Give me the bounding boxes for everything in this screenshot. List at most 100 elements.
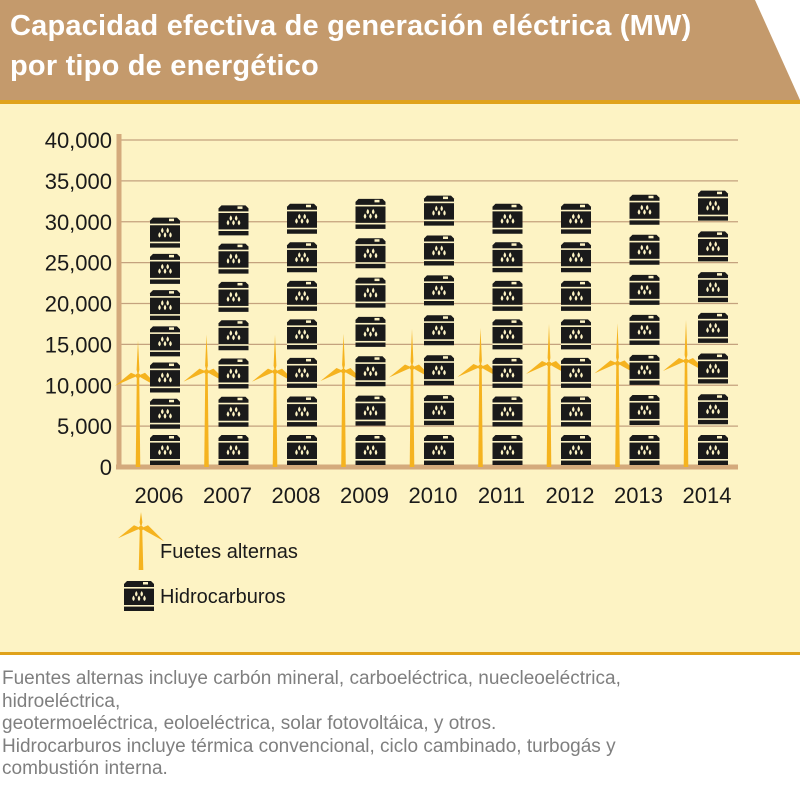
oil-barrel-icon (561, 203, 591, 234)
y-tick-labels: 0 5,000 10,000 15,000 20,000 25,000 30,000 35,0… (45, 128, 112, 480)
oil-barrel-icon (218, 243, 249, 274)
oil-barrel-icon (424, 275, 454, 306)
oil-barrel-icon (492, 280, 523, 311)
footnote-line: Fuentes alternas incluye carbón mineral,… (2, 668, 621, 689)
x-tick-label: 2011 (478, 483, 525, 508)
oil-barrel-icon (492, 435, 523, 465)
y-tick-label: 40,000 (45, 128, 112, 153)
oil-barrel-icon (287, 242, 317, 273)
wind-turbine-icon (115, 340, 161, 467)
oil-barrel-icon (698, 190, 728, 221)
x-tick-label: 2008 (272, 483, 321, 508)
title-banner (0, 0, 800, 100)
oil-barrel-icon (355, 277, 386, 308)
oil-barrel-icon (218, 396, 249, 427)
y-tick-label: 30,000 (45, 210, 112, 235)
y-tick-label: 35,000 (45, 169, 112, 194)
y-tick-label: 5,000 (57, 414, 112, 439)
oil-barrel-icon (629, 234, 660, 265)
oil-barrel-icon (561, 319, 591, 350)
x-tick-label: 2010 (409, 483, 458, 508)
x-tick-labels: 2006 2007 2008 2009 2010 2011 2012 2013 2014 (135, 483, 732, 508)
oil-barrel-icon (150, 253, 180, 284)
oil-barrel-icon (287, 357, 317, 388)
oil-barrel-icon (355, 395, 386, 426)
oil-barrel-icon (218, 435, 249, 465)
oil-barrel-icon (424, 315, 454, 346)
oil-barrel-icon (150, 290, 180, 321)
chart-title-line-1: Capacidad efectiva de generación eléctri… (10, 10, 692, 42)
oil-barrel-icon (561, 357, 591, 388)
oil-barrel-icon (150, 435, 180, 465)
oil-barrel-icon (355, 198, 386, 229)
oil-barrel-icon (150, 326, 180, 357)
oil-barrel-icon (698, 435, 728, 465)
oil-barrel-icon (424, 355, 454, 386)
oil-barrel-icon (218, 281, 249, 312)
oil-barrel-icon (629, 435, 660, 465)
oil-barrel-icon (629, 394, 660, 425)
oil-barrel-icon (698, 394, 728, 425)
oil-barrel-icon (424, 395, 454, 426)
oil-barrel-icon (698, 231, 728, 262)
oil-barrel-icon (561, 280, 591, 311)
y-tick-label: 20,000 (45, 292, 112, 317)
oil-barrel-icon (218, 205, 249, 236)
wind-turbine-icon (118, 512, 164, 570)
oil-barrel-icon (629, 274, 660, 305)
oil-barrel-icon (287, 203, 317, 234)
oil-barrel-icon (698, 272, 728, 303)
x-tick-label: 2012 (546, 483, 595, 508)
oil-barrel-icon (150, 362, 180, 393)
oil-barrel-icon (492, 242, 523, 273)
oil-barrel-icon (150, 398, 180, 429)
y-tick-label: 10,000 (45, 373, 112, 398)
oil-barrel-icon (629, 354, 660, 385)
oil-barrel-icon (492, 203, 523, 234)
oil-barrel-icon (287, 435, 317, 465)
wind-turbine-icon (594, 323, 641, 467)
oil-barrel-icon (355, 356, 386, 387)
oil-barrel-icon (218, 320, 249, 351)
x-tick-label: 2013 (614, 483, 663, 508)
y-tick-label: 0 (100, 455, 112, 480)
oil-barrel-icon (492, 357, 523, 388)
oil-barrel-icon (355, 238, 386, 269)
capacity-chart: 0 5,000 10,000 15,000 20,000 25,000 30,000 35,0… (45, 128, 738, 611)
oil-barrel-icon (424, 195, 454, 226)
oil-barrel-icon (629, 314, 660, 345)
footnote-line: combustión interna. (2, 758, 168, 779)
oil-barrel-icon (424, 235, 454, 266)
oil-barrel-icon (287, 319, 317, 350)
footnote-line: hidroeléctrica, (2, 690, 121, 712)
x-tick-label: 2006 (135, 483, 184, 508)
oil-barrel-icon (561, 396, 591, 427)
oil-barrel-icon (561, 242, 591, 273)
oil-barrel-icon (698, 312, 728, 343)
x-tick-label: 2007 (203, 483, 252, 508)
oil-barrel-icon (698, 353, 728, 384)
oil-barrel-icon (150, 217, 180, 248)
legend: Fuetes alternas Hidrocarburos (118, 512, 298, 611)
oil-barrel-icon (424, 435, 454, 465)
oil-barrel-icon (218, 358, 249, 389)
oil-barrel-icon (287, 396, 317, 427)
legend-label-hidrocarburos: Hidrocarburos (160, 586, 286, 608)
footnote-line: geotermoeléctrica, eoloeléctrica, solar … (2, 713, 497, 734)
y-tick-label: 25,000 (45, 251, 112, 276)
footnotes: Fuentes alternas incluye carbón mineral,… (2, 668, 798, 781)
oil-barrel-icon (561, 435, 591, 465)
y-tick-label: 15,000 (45, 332, 112, 357)
footnote-line: Hidrocarburos incluye térmica convencion… (2, 735, 616, 757)
oil-barrel-icon (492, 396, 523, 427)
oil-barrel-icon (124, 581, 154, 611)
x-tick-label: 2014 (683, 483, 732, 508)
chart-marks (115, 190, 728, 467)
oil-barrel-icon (355, 316, 386, 347)
oil-barrel-icon (355, 435, 386, 465)
legend-label-fuetes-alternas: Fuetes alternas (160, 541, 298, 563)
oil-barrel-icon (492, 319, 523, 350)
oil-barrel-icon (287, 280, 317, 311)
x-tick-label: 2009 (340, 483, 389, 508)
oil-barrel-icon (629, 194, 660, 225)
